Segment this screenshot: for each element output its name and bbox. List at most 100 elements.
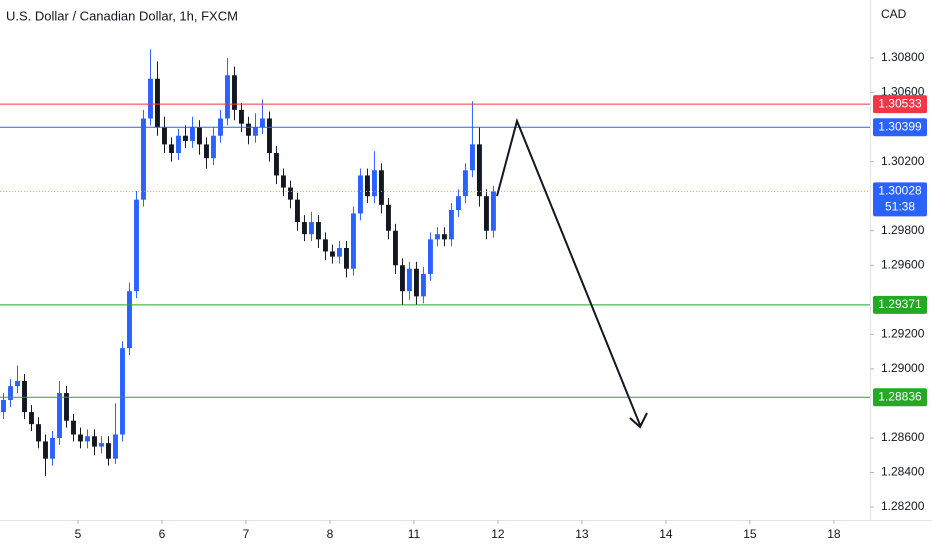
candle-body [309, 222, 314, 235]
y-tick-label: 1.29200 [881, 327, 925, 341]
candle-body [267, 118, 272, 154]
candle-body [113, 434, 118, 459]
price-label: 1.30533 [878, 96, 922, 110]
candle-body [29, 412, 34, 425]
candle-body [253, 127, 258, 136]
last-price-box [873, 182, 927, 217]
price-label: 1.30399 [878, 119, 922, 133]
candle-body [414, 268, 419, 297]
candle-body [183, 135, 188, 141]
candle-body [288, 187, 293, 200]
candle-body [351, 213, 356, 269]
plot-area [0, 49, 870, 476]
chart-title: U.S. Dollar / Canadian Dollar, 1h, FXCM [6, 8, 238, 23]
candle-body [141, 118, 146, 200]
candle-body [176, 135, 181, 154]
price-label-box [873, 295, 927, 314]
candle-body [64, 393, 69, 421]
candle-body [393, 230, 398, 266]
y-tick-label: 1.29000 [881, 361, 925, 375]
candle-body [421, 273, 426, 297]
candle-body [1, 399, 6, 413]
candle-body [232, 75, 237, 110]
candle-body [330, 251, 335, 257]
y-tick-label: 1.28400 [881, 465, 925, 479]
candle-body [448, 210, 454, 240]
x-tick-label: 15 [743, 527, 757, 541]
candle-body [71, 420, 76, 435]
candle-body [441, 234, 447, 240]
y-tick-label: 1.29800 [881, 223, 925, 237]
candle-body [476, 144, 482, 197]
y-tick-label: 1.30800 [881, 50, 925, 64]
candle-body [99, 443, 104, 447]
candle-body [337, 247, 342, 257]
candle-body [316, 222, 321, 240]
arrow-path [496, 117, 641, 426]
x-tick-label: 11 [408, 527, 421, 541]
candle-body [295, 199, 300, 223]
x-tick-label: 13 [575, 527, 589, 541]
x-tick-label: 14 [659, 527, 673, 541]
candle-body [365, 175, 370, 197]
x-tick-label: 6 [159, 527, 166, 541]
candle-body [148, 78, 153, 119]
candle-body [78, 434, 83, 442]
candle-body [43, 441, 48, 459]
candle-body [239, 109, 244, 124]
candle-body [386, 204, 391, 231]
x-tick-label: 12 [491, 527, 505, 541]
y-tick-label: 1.30200 [881, 154, 925, 168]
x-tick-label: 18 [827, 527, 841, 541]
candle-body [197, 127, 202, 145]
candle-body [204, 144, 209, 159]
candle-body [8, 386, 13, 400]
candle-body [344, 247, 349, 269]
x-tick-label: 7 [243, 527, 250, 541]
candle-body [260, 118, 265, 128]
candle-body [246, 123, 251, 136]
candle-body [92, 436, 97, 447]
candle-body [50, 437, 55, 459]
candle-body [155, 78, 160, 128]
candle-body [15, 380, 20, 387]
y-tick-label: 1.28600 [881, 430, 925, 444]
candle-body [22, 380, 27, 413]
candle-body [274, 153, 279, 176]
price-label: 1.29371 [878, 297, 922, 311]
candle-body [407, 268, 412, 292]
candle-body [490, 191, 496, 231]
candle-body [211, 135, 216, 159]
candle-body [483, 196, 489, 231]
candle-body [469, 144, 475, 171]
price-label-box [873, 388, 927, 407]
x-tick-label: 8 [327, 527, 334, 541]
price-label-box [873, 118, 927, 137]
candle-body [85, 436, 90, 442]
candle-body [36, 424, 41, 442]
candle-body [106, 443, 111, 459]
candle-body [428, 239, 433, 274]
price-axis: 1.308001.306001.302001.298001.296001.292… [870, 50, 927, 513]
candle-body [379, 170, 384, 205]
candle-body [400, 265, 405, 292]
price-label: 1.28836 [878, 389, 922, 403]
countdown-label: 51:38 [885, 200, 915, 214]
candle-body [162, 127, 167, 145]
candle-body [435, 234, 440, 240]
candle-body [127, 291, 132, 349]
last-price-label: 1.30028 [878, 184, 922, 198]
candle-body [57, 393, 62, 438]
currency-label: CAD [881, 7, 907, 21]
drawn-arrow [496, 117, 648, 429]
candle-body [169, 144, 174, 154]
price-label-box [873, 95, 927, 114]
candle-body [358, 175, 363, 214]
y-tick-label: 1.29600 [881, 257, 925, 271]
candle-body [225, 75, 230, 119]
candle-body [134, 199, 139, 292]
candle-body [120, 348, 125, 435]
candle-body [302, 222, 307, 235]
